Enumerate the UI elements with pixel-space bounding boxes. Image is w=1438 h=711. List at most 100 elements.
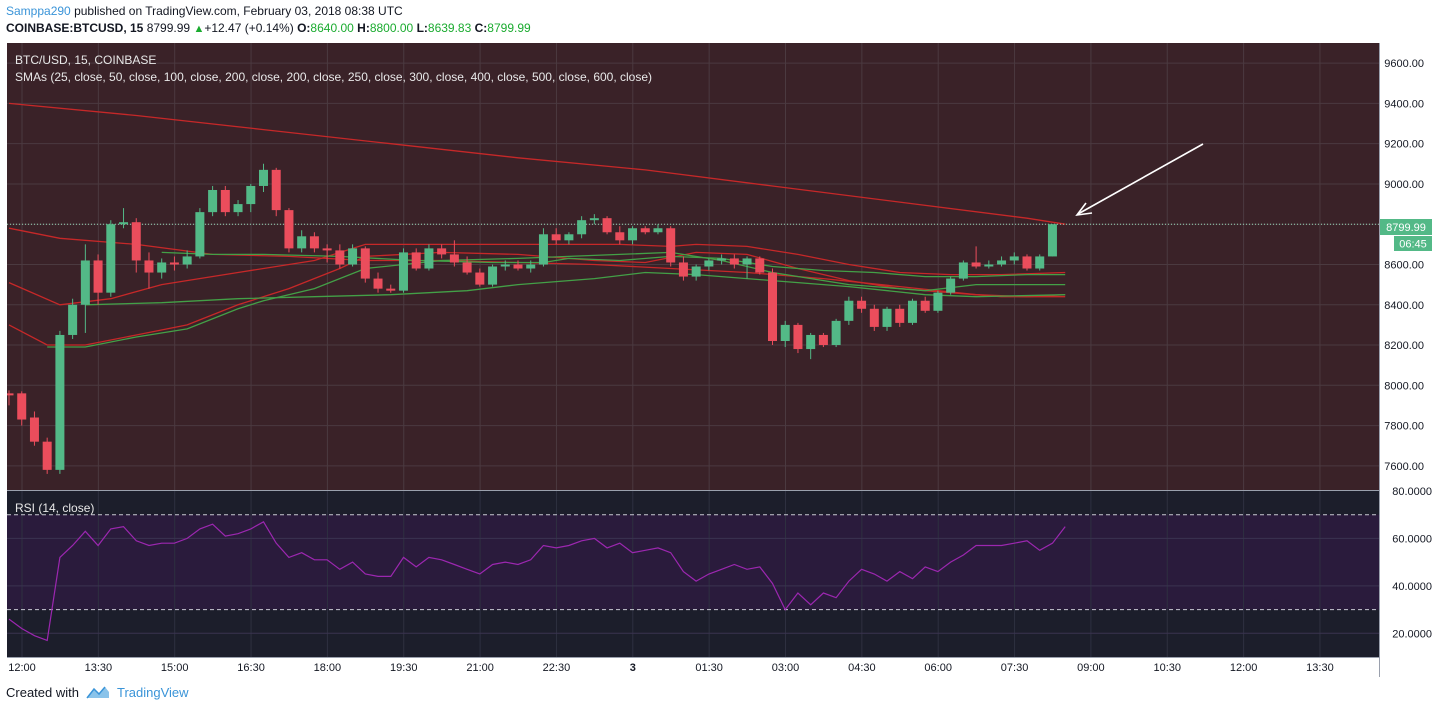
annotation-arrow bbox=[1077, 143, 1204, 215]
sma-legend: SMAs (25, close, 50, close, 100, close, … bbox=[15, 70, 652, 84]
candle-body bbox=[920, 300, 930, 311]
up-triangle-icon: ▲ bbox=[193, 23, 205, 35]
candle-body bbox=[411, 252, 421, 269]
candle-body bbox=[246, 185, 256, 205]
publisher-line: Samppa290 published on TradingView.com, … bbox=[6, 3, 531, 20]
candle-body bbox=[907, 300, 917, 323]
candle-body bbox=[818, 334, 828, 346]
candle-body bbox=[1035, 256, 1045, 269]
created-with-label: Created with bbox=[6, 684, 79, 700]
candle-body bbox=[691, 266, 701, 277]
rsi-legend: RSI (14, close) bbox=[15, 501, 94, 515]
candle-body bbox=[958, 262, 968, 279]
candle-body bbox=[488, 266, 498, 285]
candle-body bbox=[640, 228, 650, 233]
candle-body bbox=[360, 248, 370, 279]
time-tick-label: 09:00 bbox=[1077, 662, 1105, 674]
candle-body bbox=[971, 262, 981, 267]
sma-line bbox=[8, 227, 1066, 298]
candle-body bbox=[93, 260, 103, 293]
annotation-arrow-head bbox=[1075, 202, 1093, 217]
candle-body bbox=[182, 256, 192, 265]
candle-body bbox=[42, 441, 52, 470]
chart-title: BTC/USD, 15, COINBASE bbox=[15, 53, 156, 67]
candle-body bbox=[437, 248, 447, 255]
candle-body bbox=[793, 324, 803, 350]
high-label: H: bbox=[357, 21, 370, 35]
timer-badge-text: 06:45 bbox=[1399, 239, 1427, 251]
candle-body bbox=[577, 220, 587, 235]
published-text: published on TradingView.com, February 0… bbox=[74, 4, 403, 18]
candle-body bbox=[29, 417, 39, 442]
publisher-link[interactable]: Samppa290 bbox=[6, 4, 71, 18]
candle-body bbox=[144, 260, 154, 273]
low-label: L: bbox=[416, 21, 428, 35]
tradingview-link[interactable]: TradingView bbox=[116, 684, 189, 700]
time-tick-label: 18:00 bbox=[314, 662, 342, 674]
candle-body bbox=[208, 189, 218, 213]
sma-line bbox=[8, 243, 1066, 306]
candle-body bbox=[7, 393, 14, 396]
rsi-band-fill bbox=[7, 514, 1379, 610]
candle-body bbox=[895, 308, 905, 323]
candle-body bbox=[717, 258, 727, 261]
candle-body bbox=[106, 224, 116, 293]
rsi-tick-label: 40.0000 bbox=[1392, 581, 1432, 593]
candle-body bbox=[348, 248, 358, 265]
candle-body bbox=[386, 288, 396, 291]
time-tick-label: 01:30 bbox=[695, 662, 723, 674]
price-tick-label: 8000.00 bbox=[1384, 380, 1424, 392]
close-label: C: bbox=[474, 21, 488, 35]
time-tick-label: 21:00 bbox=[466, 662, 494, 674]
candle-body bbox=[131, 222, 141, 261]
candle-body bbox=[475, 272, 485, 285]
candle-body bbox=[857, 300, 867, 309]
candle-body bbox=[984, 264, 994, 267]
low-value: 8639.83 bbox=[427, 21, 472, 35]
candle-body bbox=[297, 236, 307, 249]
candle-body bbox=[538, 234, 548, 265]
price-badge-text: 8799.99 bbox=[1386, 222, 1426, 234]
candle-body bbox=[780, 324, 790, 341]
candle-body bbox=[55, 334, 65, 470]
candle-body bbox=[271, 169, 281, 211]
time-tick-label: 12:00 bbox=[8, 662, 36, 674]
candle-body bbox=[666, 228, 676, 263]
candle-body bbox=[322, 248, 332, 251]
candle-body bbox=[335, 250, 345, 265]
symbol-label: COINBASE:BTCUSD, 15 bbox=[6, 21, 144, 35]
candle-body bbox=[946, 278, 956, 293]
candle-body bbox=[755, 258, 765, 273]
price-tick-label: 7600.00 bbox=[1384, 461, 1424, 473]
candle-body bbox=[157, 262, 167, 273]
price-tick-label: 7800.00 bbox=[1384, 421, 1424, 433]
high-value: 8800.00 bbox=[369, 21, 414, 35]
candle-body bbox=[449, 254, 459, 263]
time-tick-label: 04:30 bbox=[848, 662, 876, 674]
candle-body bbox=[844, 300, 854, 321]
sma-line bbox=[8, 102, 1066, 225]
candle-body bbox=[500, 264, 510, 267]
candle-body bbox=[869, 308, 879, 327]
rsi-tick-label: 20.0000 bbox=[1392, 628, 1432, 640]
candle-body bbox=[424, 248, 434, 269]
candle-body bbox=[233, 204, 243, 213]
time-tick-label: 13:30 bbox=[85, 662, 113, 674]
price-axis-area[interactable] bbox=[1379, 43, 1434, 657]
candle-body bbox=[68, 304, 78, 335]
open-label: O: bbox=[297, 21, 311, 35]
rsi-tick-label: 60.0000 bbox=[1392, 533, 1432, 545]
candle-body bbox=[806, 334, 816, 350]
time-tick-label: 03:00 bbox=[772, 662, 800, 674]
ohlc-line: COINBASE:BTCUSD, 15 8799.99 ▲+12.47 (+0.… bbox=[6, 20, 531, 38]
candle-body bbox=[284, 210, 294, 249]
chart-header: Samppa290 published on TradingView.com, … bbox=[6, 3, 531, 38]
candle-body bbox=[526, 264, 536, 269]
candle-body bbox=[119, 222, 129, 225]
candle-body bbox=[831, 320, 841, 346]
price-tick-label: 8400.00 bbox=[1384, 300, 1424, 312]
price-badge bbox=[1380, 219, 1432, 235]
candle-body bbox=[80, 260, 90, 305]
price-tick-label: 8200.00 bbox=[1384, 340, 1424, 352]
